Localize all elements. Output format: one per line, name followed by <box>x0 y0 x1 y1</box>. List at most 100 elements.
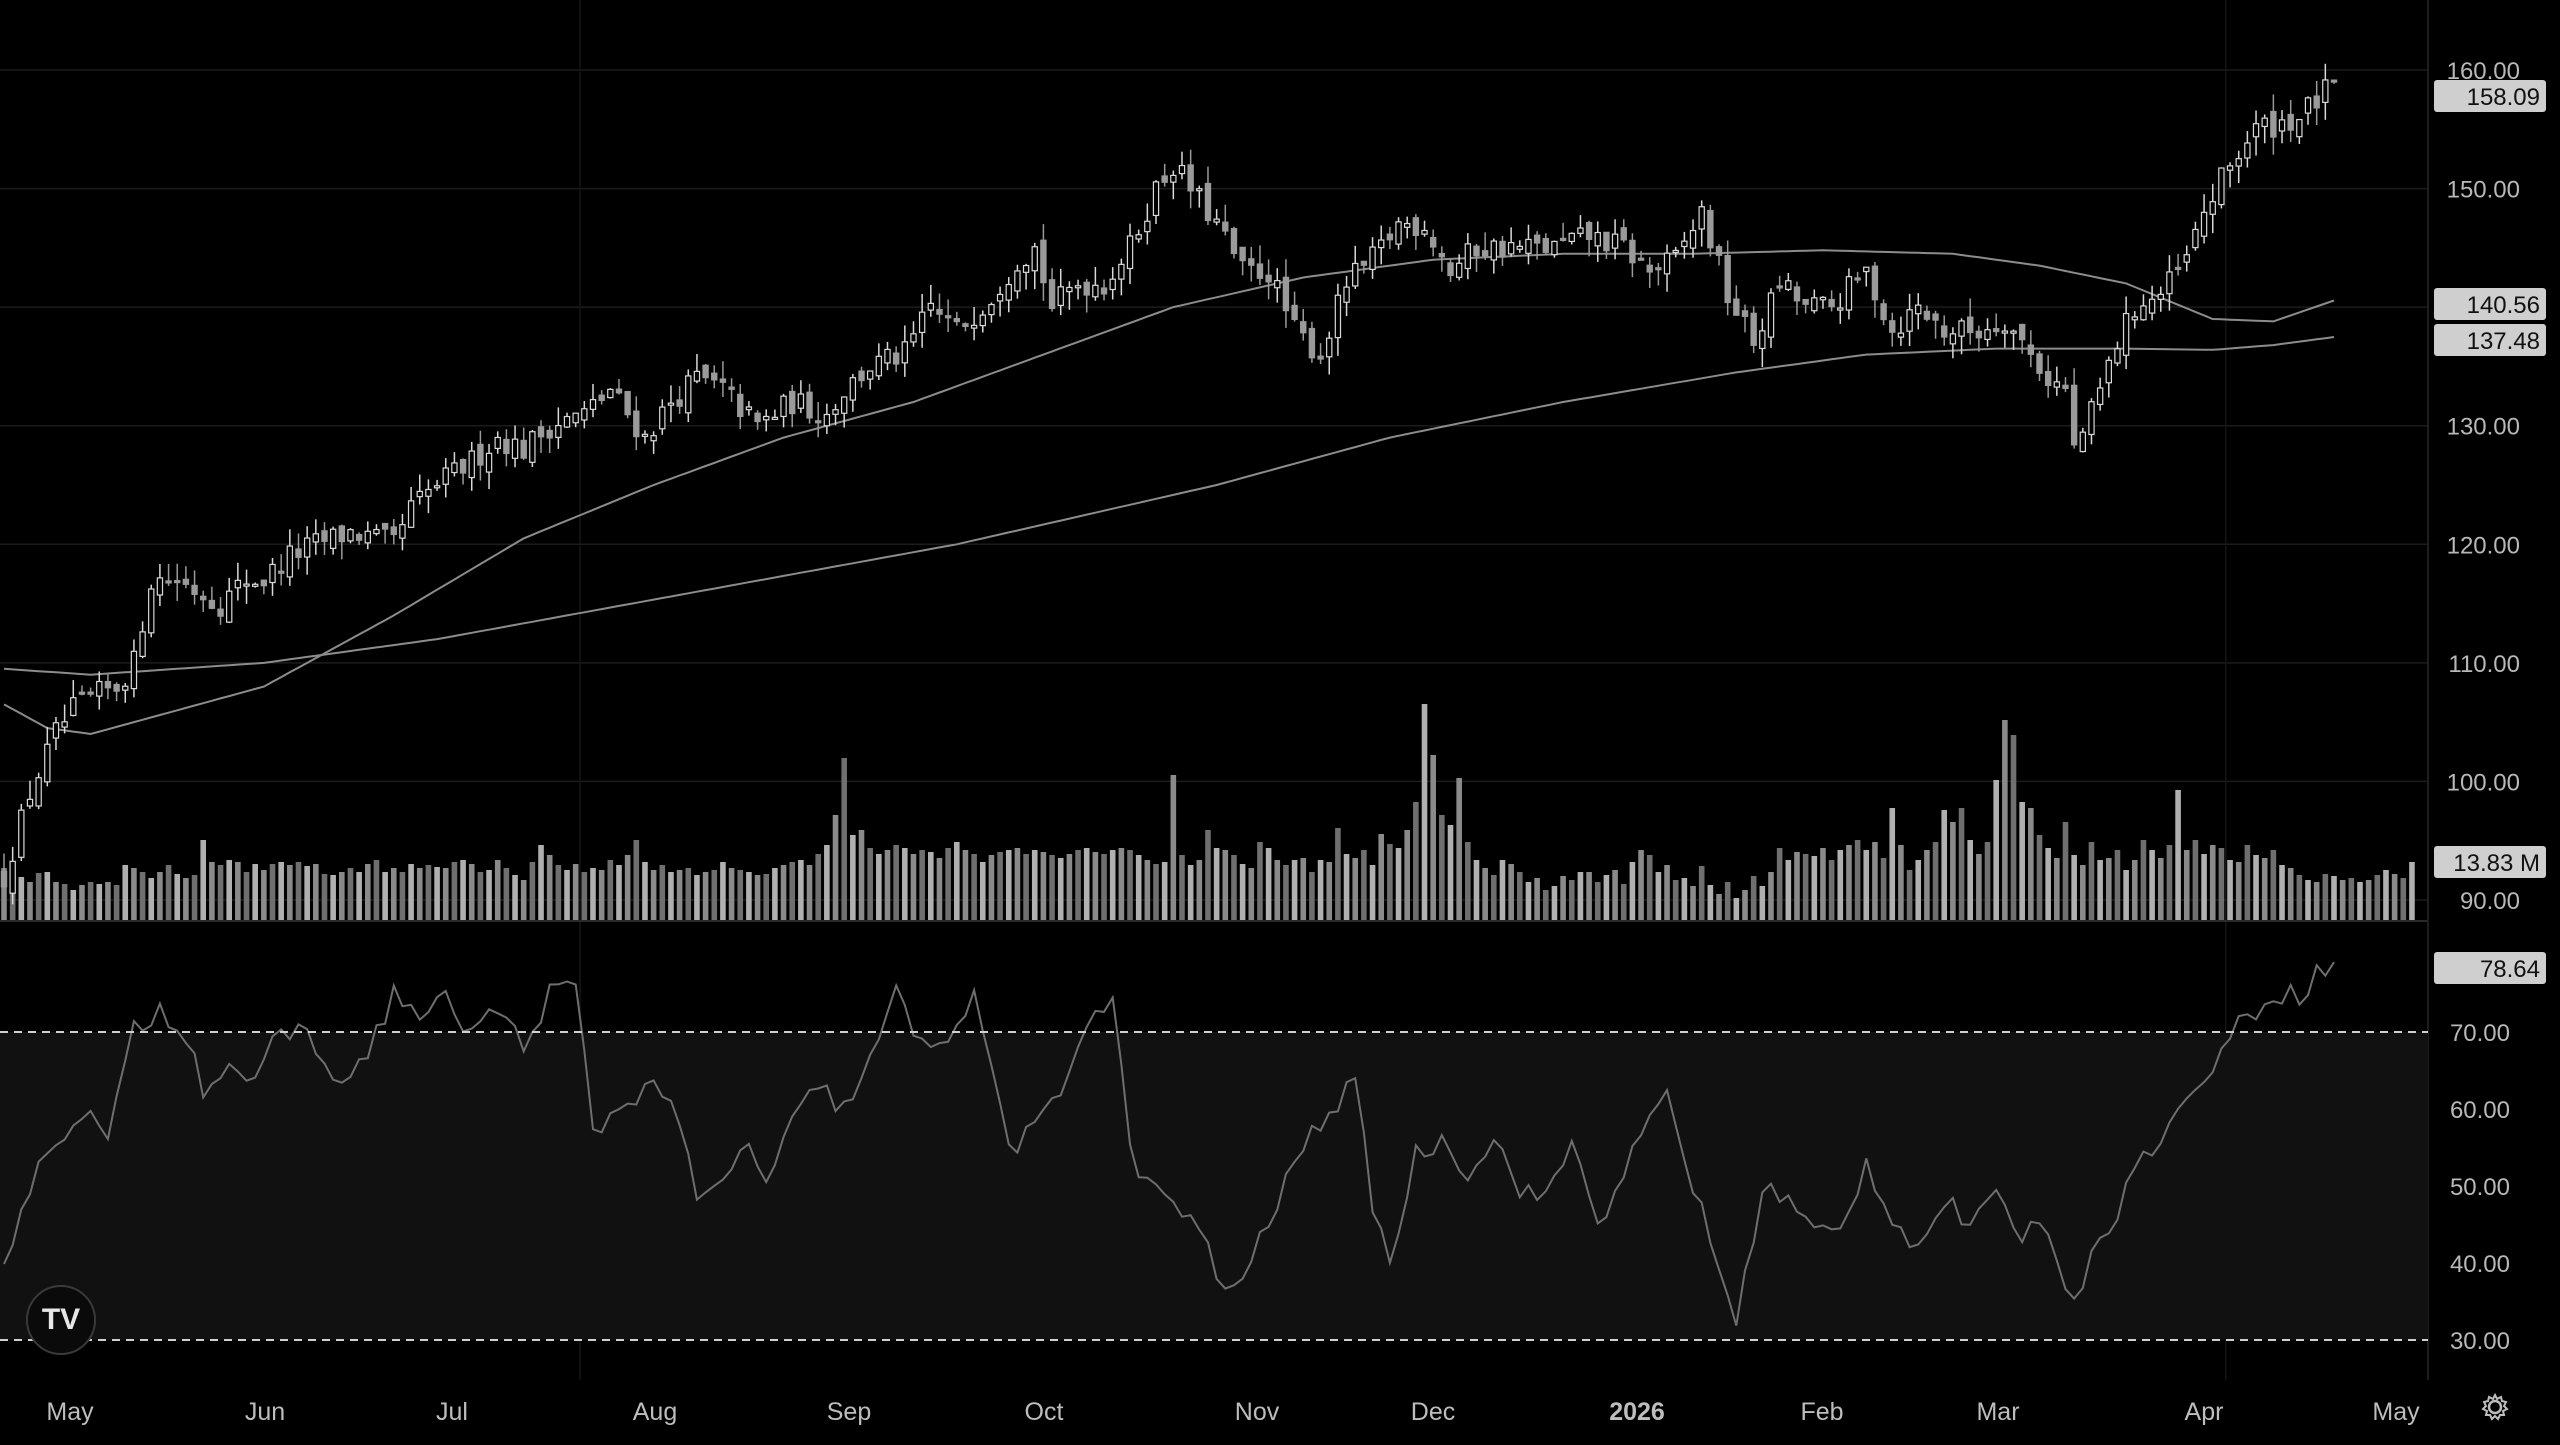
volume-bar <box>624 855 631 920</box>
ma-long-line <box>3 336 2335 676</box>
volume-bar <box>1179 855 1185 920</box>
candle-body <box>1048 279 1056 310</box>
price-tick-label: 100.00 <box>2447 769 2520 796</box>
volume-bar <box>1776 848 1783 920</box>
candle-body <box>148 588 155 634</box>
candle-body <box>1551 240 1558 256</box>
axes: 160.00150.00130.00120.00110.00100.0090.0… <box>46 58 2546 1426</box>
candle-body <box>944 315 952 319</box>
volume-bar <box>2357 882 2363 920</box>
candlesticks <box>0 63 2338 905</box>
volume-bar <box>2140 840 2147 920</box>
candle-body <box>1066 286 1073 293</box>
candle-body <box>884 348 891 364</box>
rsi-line <box>3 961 2335 1326</box>
volume-bar <box>2149 850 2155 920</box>
volume-bar <box>1369 865 1376 920</box>
volume-bar <box>243 872 250 920</box>
logo-text: TV <box>41 1303 81 1336</box>
volume-bar <box>1205 830 1211 920</box>
candle-body <box>1663 252 1671 275</box>
volume-bar <box>96 884 103 920</box>
candle-body <box>2122 312 2130 356</box>
candle-body <box>425 488 432 497</box>
volume-bar <box>1542 890 1549 920</box>
volume-bar <box>520 880 527 920</box>
candle-body <box>1343 286 1350 303</box>
volume-bar <box>1516 872 1523 920</box>
candle-body <box>2330 79 2338 83</box>
time-axis-label: 2026 <box>1609 1398 1665 1426</box>
candle-body <box>1126 235 1134 270</box>
volume-bar <box>1716 894 1722 920</box>
time-axis-label: Oct <box>1025 1398 1064 1426</box>
volume-bar <box>200 840 207 920</box>
candle-body <box>2114 348 2121 364</box>
candle-body <box>858 370 865 382</box>
volume-bar <box>876 854 882 920</box>
volume-bar <box>2071 855 2077 920</box>
candle-body <box>1421 229 1428 235</box>
candle-body <box>1352 262 1359 287</box>
last-price-label-bg <box>2434 80 2546 112</box>
volume-bar <box>1491 875 1497 920</box>
candle-body <box>122 685 129 691</box>
candle-body <box>381 522 389 530</box>
candle-body <box>2261 117 2268 128</box>
volume-bar <box>1109 850 1116 920</box>
ma-long-label: 137.48 <box>2467 328 2540 355</box>
time-axis-label: Nov <box>1235 1398 1280 1426</box>
candle-body <box>1906 309 1913 332</box>
volume-bar <box>1924 850 1930 920</box>
candle-body <box>1611 233 1619 249</box>
volume-bar <box>468 864 475 920</box>
candle-body <box>2226 165 2234 171</box>
volume-bar <box>2322 874 2329 920</box>
candle-body <box>2018 323 2026 341</box>
candle-body <box>355 533 363 541</box>
moving-averages <box>3 249 2335 736</box>
volume-bar <box>694 875 700 920</box>
candle-body <box>234 579 242 589</box>
volume-bar <box>2287 868 2294 920</box>
candle-body <box>1759 330 1766 350</box>
candle-body <box>1074 285 1082 289</box>
candle-body <box>1958 320 1965 337</box>
volume-bar <box>1326 862 1333 920</box>
volume-bar <box>313 864 319 920</box>
candle-body <box>1828 298 1835 308</box>
candle-body <box>433 485 441 489</box>
volume-bar <box>2348 878 2355 920</box>
volume-bar <box>616 865 622 920</box>
tradingview-logo-icon[interactable]: TV <box>26 1285 96 1355</box>
candle-body <box>1845 276 1853 311</box>
rsi-value-label: 78.64 <box>2480 956 2540 983</box>
candle-body <box>1395 221 1402 245</box>
volume-bar <box>2131 860 2138 920</box>
candle-body <box>988 303 995 316</box>
gear-icon[interactable] <box>2478 1390 2512 1424</box>
volume-bar <box>1612 870 1618 920</box>
volume-bar <box>2235 862 2242 920</box>
candle-body <box>1031 246 1038 272</box>
volume-bar <box>1941 810 1948 920</box>
candle-body <box>1239 246 1246 262</box>
candle-body <box>806 391 813 419</box>
volume-bar <box>1404 830 1410 920</box>
time-axis-label: May <box>2372 1398 2420 1426</box>
candle-body <box>2001 330 2009 334</box>
volume-bar <box>728 868 735 920</box>
volume-bar <box>382 872 388 920</box>
candle-body <box>1880 303 1887 321</box>
candle-body <box>1698 206 1705 230</box>
volume-bar <box>442 868 449 920</box>
candle-body <box>1941 325 1948 338</box>
volume-bar <box>1430 755 1436 920</box>
volume-bar <box>1794 852 1800 920</box>
volume-bar <box>2010 735 2017 920</box>
time-axis-label: May <box>46 1398 94 1426</box>
volume-bars <box>1 704 2415 920</box>
rsi-value-label-bg <box>2434 952 2546 984</box>
